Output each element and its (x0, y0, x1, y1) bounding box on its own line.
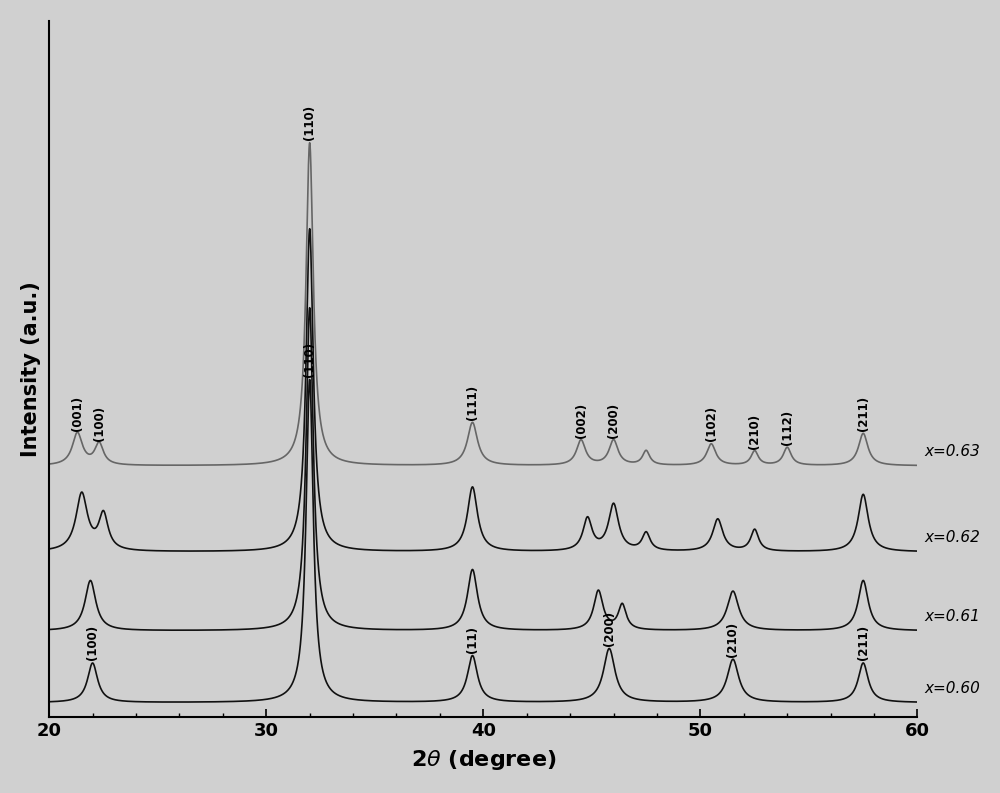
Text: (102): (102) (705, 406, 718, 442)
Text: x=0.60: x=0.60 (924, 681, 980, 696)
X-axis label: 2$\theta$ (degree): 2$\theta$ (degree) (411, 748, 556, 772)
Text: (11): (11) (466, 626, 479, 653)
Text: (111): (111) (466, 385, 479, 419)
Text: (110): (110) (303, 342, 316, 377)
Text: (002): (002) (575, 403, 588, 438)
Text: (100): (100) (86, 625, 99, 661)
Text: x=0.62: x=0.62 (924, 531, 980, 546)
Text: (001): (001) (71, 396, 84, 431)
Text: (200): (200) (603, 611, 616, 646)
Text: (110): (110) (303, 105, 316, 140)
Text: (211): (211) (857, 625, 870, 661)
Text: (112): (112) (781, 410, 794, 445)
Y-axis label: Intensity (a.u.): Intensity (a.u.) (21, 281, 41, 457)
Text: x=0.63: x=0.63 (924, 444, 980, 459)
Text: (211): (211) (857, 396, 870, 431)
Text: (210): (210) (726, 622, 739, 657)
Text: x=0.61: x=0.61 (924, 609, 980, 624)
Text: (210): (210) (748, 413, 761, 449)
Text: (200): (200) (607, 403, 620, 438)
Text: (100): (100) (93, 406, 106, 442)
